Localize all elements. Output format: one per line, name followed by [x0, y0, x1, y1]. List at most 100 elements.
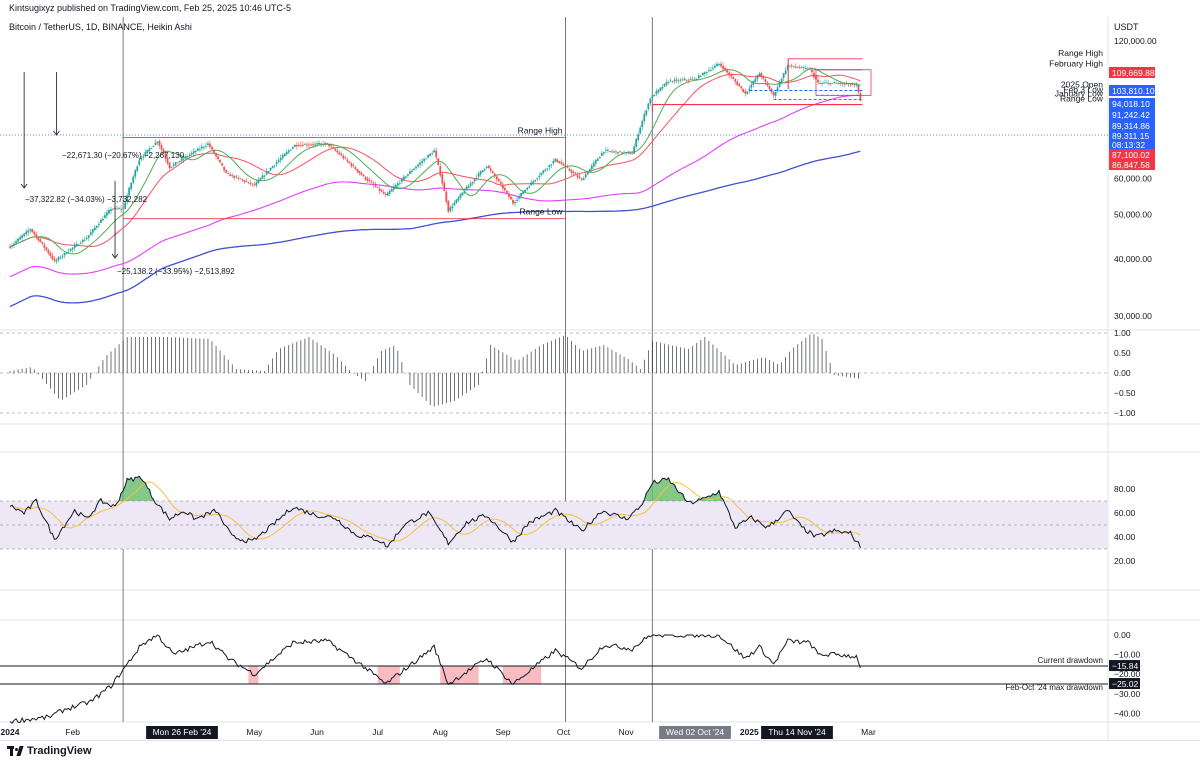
price-tag-label: 87,100.02	[1112, 150, 1150, 160]
level-label: February High	[1049, 59, 1103, 69]
time-tick-label: Nov	[619, 727, 635, 737]
candle-body	[617, 152, 619, 154]
candle-body	[768, 85, 771, 90]
drawdown-tick-label: 0.00	[1114, 630, 1131, 640]
candle-body	[263, 175, 266, 177]
level-label: Range Low	[519, 207, 563, 217]
candle-body	[419, 162, 421, 165]
candle-body	[342, 155, 345, 159]
candle-body	[611, 151, 613, 153]
candle-body	[306, 144, 308, 146]
candle-body	[843, 83, 846, 85]
candle-body	[518, 196, 520, 199]
candle-body	[465, 186, 468, 191]
candle-body	[201, 146, 203, 149]
candle-body	[106, 212, 108, 216]
candle-body	[800, 66, 803, 68]
candle-body	[784, 70, 787, 74]
candle-body	[17, 238, 19, 242]
level-label: Feb 3 Low	[1063, 84, 1104, 94]
candle-body	[51, 255, 54, 260]
candle-body	[348, 161, 351, 164]
candle-body	[49, 252, 52, 257]
candle-body	[760, 73, 763, 77]
rsi-line	[9, 475, 861, 548]
price-tag-label: 89,311.15	[1112, 131, 1149, 141]
candle-body	[835, 82, 838, 84]
candle-body	[63, 252, 66, 256]
time-tick-label: Oct	[557, 727, 571, 737]
candle-body	[156, 141, 159, 143]
candle-body	[41, 241, 44, 244]
candle-body	[811, 69, 813, 73]
candle-body	[625, 152, 627, 154]
candle-body	[297, 145, 300, 147]
candle-body	[578, 176, 581, 178]
candle-body	[237, 177, 240, 179]
candle-body	[231, 175, 234, 177]
osc-tick-label: −0.50	[1114, 388, 1136, 398]
candle-body	[289, 149, 292, 151]
candle-body	[435, 150, 438, 158]
candle-body	[146, 150, 149, 154]
candle-body	[560, 162, 563, 165]
candle-body	[706, 72, 708, 73]
candle-body	[653, 94, 656, 97]
candle-body	[31, 229, 34, 232]
candle-body	[293, 144, 296, 147]
candle-body	[499, 182, 502, 184]
candle-body	[104, 215, 106, 219]
candle-body	[433, 150, 436, 153]
candle-body	[368, 180, 371, 182]
candle-body	[485, 166, 488, 168]
candle-body	[544, 169, 547, 172]
candle-body	[423, 158, 425, 162]
candle-body	[703, 72, 706, 74]
candle-body	[158, 140, 161, 146]
candle-body	[663, 83, 666, 87]
candle-body	[142, 156, 145, 158]
candle-body	[322, 143, 324, 145]
candle-body	[726, 70, 728, 73]
candle-body	[558, 161, 561, 164]
candle-body	[184, 156, 187, 159]
candle-body	[227, 173, 230, 175]
measure-arrowhead	[53, 130, 60, 136]
candle-body	[148, 148, 151, 152]
osc-tick-label: 0.00	[1114, 368, 1131, 378]
candle-body	[120, 208, 122, 210]
candle-body	[471, 181, 474, 184]
price-tag	[1109, 149, 1155, 160]
candle-body	[95, 225, 98, 228]
candle-body	[657, 89, 660, 93]
candle-body	[691, 78, 694, 80]
candle-body	[352, 165, 355, 167]
candle-body	[607, 150, 609, 151]
candle-body	[316, 143, 318, 145]
candle-body	[144, 152, 147, 156]
candle-body	[273, 165, 276, 167]
candle-body	[457, 197, 460, 201]
candle-body	[772, 92, 775, 96]
candle-body	[390, 189, 393, 192]
candle-body	[633, 146, 636, 154]
candle-body	[291, 147, 294, 149]
candle-body	[675, 79, 678, 81]
candle-body	[501, 184, 504, 189]
candle-body	[580, 178, 583, 180]
price-tag	[1109, 159, 1155, 170]
candle-body	[166, 158, 169, 164]
candle-body	[203, 146, 205, 148]
candle-body	[491, 171, 494, 173]
measure-arrowhead	[111, 253, 119, 259]
candle-body	[221, 163, 223, 166]
candle-body	[712, 67, 714, 69]
candle-body	[776, 87, 779, 92]
candle-body	[851, 84, 854, 86]
candle-body	[683, 79, 686, 81]
candle-body	[602, 151, 605, 154]
candle-body	[556, 159, 559, 162]
candle-body	[255, 182, 258, 186]
tradingview-logo[interactable]: TradingView	[7, 745, 92, 757]
